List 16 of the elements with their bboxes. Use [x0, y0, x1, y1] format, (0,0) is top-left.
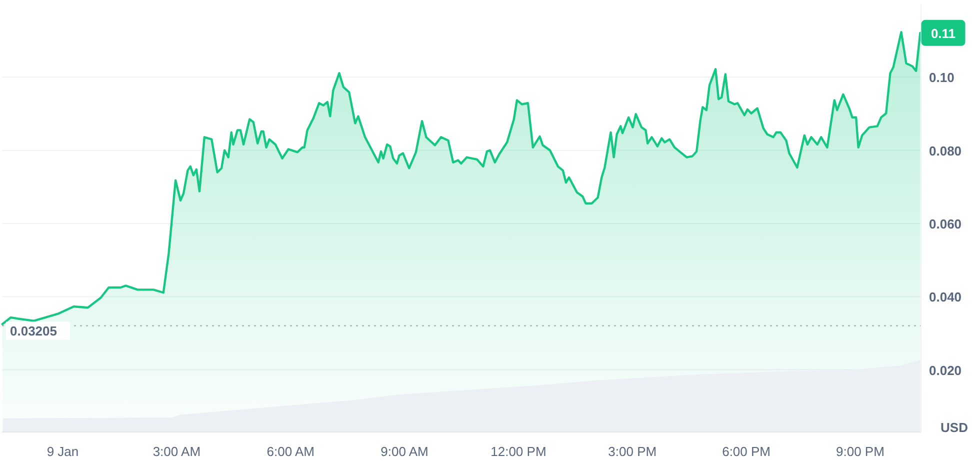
y-tick-label: 0.040 — [929, 290, 962, 305]
ref-line-label: 0.03205 — [10, 324, 57, 339]
x-tick-label: 9:00 AM — [380, 444, 428, 459]
y-tick-label: 0.060 — [929, 216, 962, 232]
annotation: 0.11 — [930, 26, 956, 41]
x-tick-label: 3:00 AM — [152, 444, 201, 459]
x-tick-label: 3:00 PM — [608, 444, 657, 459]
y-tick-label: 0.080 — [929, 143, 962, 158]
y-axis-title: USD — [940, 420, 968, 435]
x-tick-label: 6:00 AM — [266, 444, 314, 459]
x-tick-label: 9:00 PM — [836, 444, 884, 459]
y-tick-label: 0.10 — [929, 70, 954, 86]
x-tick-label: 12:00 PM — [490, 444, 546, 459]
x-tick-label: 6:00 PM — [722, 444, 771, 459]
y-tick-label: 0.020 — [929, 362, 962, 378]
x-tick-label: 9 Jan — [46, 444, 79, 459]
